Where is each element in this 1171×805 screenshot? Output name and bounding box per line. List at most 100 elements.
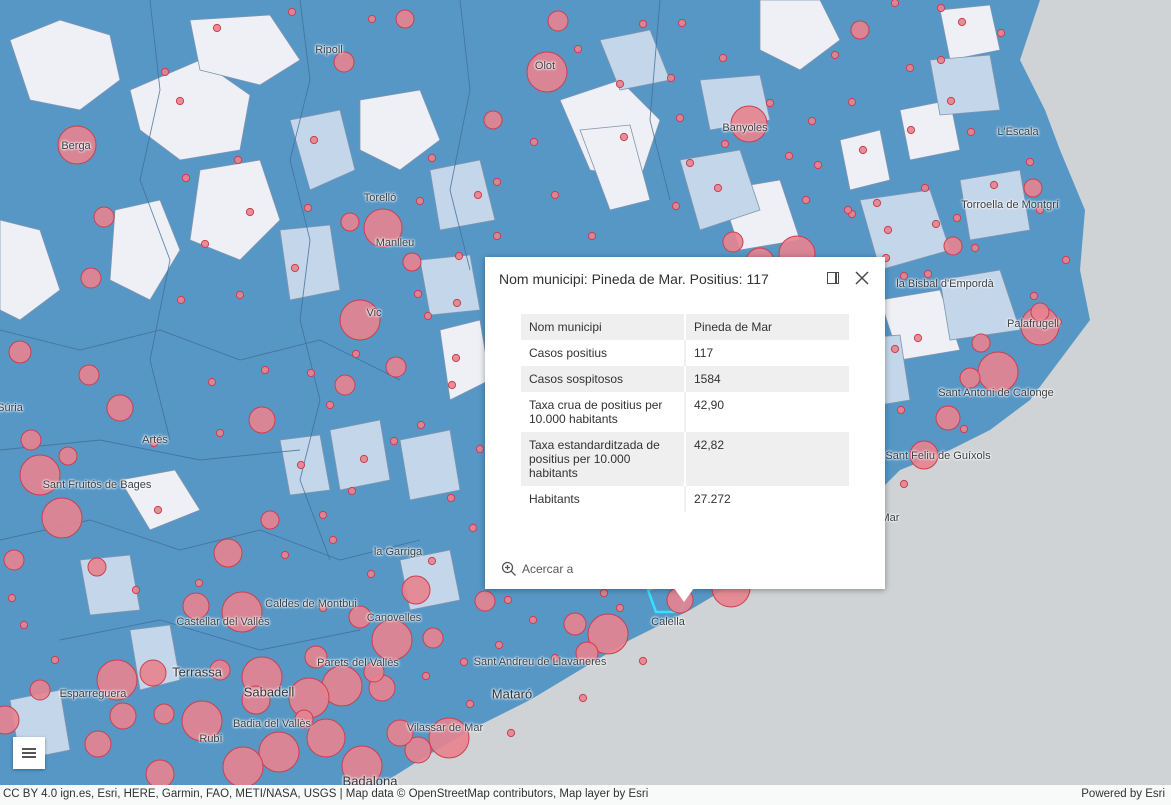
case-bubble[interactable] [386,719,414,747]
case-bubble[interactable] [952,213,962,223]
case-bubble[interactable] [29,679,51,701]
case-bubble[interactable] [843,205,853,215]
case-bubble[interactable] [341,745,383,785]
case-bubble[interactable] [395,9,415,29]
case-bubble[interactable] [221,591,263,633]
case-bubble[interactable] [175,96,185,106]
case-bubble[interactable] [96,659,138,701]
case-bubble[interactable] [328,535,338,545]
case-bubble[interactable] [131,585,141,595]
case-bubble[interactable] [713,183,723,193]
case-bubble[interactable] [245,207,255,217]
case-bubble[interactable] [366,569,376,579]
case-bubble[interactable] [506,728,516,738]
case-bubble[interactable] [465,699,475,709]
case-bubble[interactable] [181,700,223,742]
case-bubble[interactable] [959,424,969,434]
case-bubble[interactable] [959,367,981,389]
case-bubble[interactable] [599,588,609,598]
case-bubble[interactable] [923,269,933,279]
case-bubble[interactable] [200,239,210,249]
case-bubble[interactable] [615,79,625,89]
case-bubble[interactable] [957,17,967,27]
case-bubble[interactable] [402,252,422,272]
case-bubble[interactable] [587,231,597,241]
case-bubble[interactable] [677,18,687,28]
case-bubble[interactable] [807,116,817,126]
case-bubble[interactable] [813,160,823,170]
case-bubble[interactable] [906,125,916,135]
case-bubble[interactable] [215,428,225,438]
case-bubble[interactable] [303,203,313,213]
case-bubble[interactable] [765,98,775,108]
case-bubble[interactable] [899,271,909,281]
case-bubble[interactable] [946,96,956,106]
case-bubble[interactable] [575,641,599,665]
case-bubble[interactable] [830,50,840,60]
case-bubble[interactable] [573,44,583,54]
case-bubble[interactable] [421,671,431,681]
case-bubble[interactable] [348,605,372,629]
case-bubble[interactable] [260,510,280,530]
case-bubble[interactable] [7,593,17,603]
case-bubble[interactable] [931,219,941,229]
case-bubble[interactable] [0,705,20,735]
case-bubble[interactable] [290,263,300,273]
case-bubble[interactable] [547,10,569,32]
case-bubble[interactable] [638,656,648,666]
case-bubble[interactable] [550,190,560,200]
case-bubble[interactable] [363,208,403,248]
case-bubble[interactable] [339,299,381,341]
case-bubble[interactable] [413,289,423,299]
case-bubble[interactable] [966,127,976,137]
case-bubble[interactable] [528,615,538,625]
case-bubble[interactable] [280,550,290,560]
case-bubble[interactable] [58,446,78,466]
case-bubble[interactable] [899,479,909,489]
case-bubble[interactable] [371,619,413,661]
case-bubble[interactable] [359,454,369,464]
case-bubble[interactable] [109,702,137,730]
case-bubble[interactable] [318,510,328,520]
case-bubble[interactable] [529,137,539,147]
case-bubble[interactable] [385,356,407,378]
case-bubble[interactable] [858,145,868,155]
case-bubble[interactable] [872,198,882,208]
case-bubble[interactable] [483,110,503,130]
case-bubble[interactable] [235,290,245,300]
zoom-to-link[interactable]: Acercar a [501,561,573,577]
case-bubble[interactable] [935,405,961,431]
case-bubble[interactable] [325,400,335,410]
case-bubble[interactable] [503,595,513,605]
case-bubble[interactable] [666,73,676,83]
case-bubble[interactable] [93,206,115,228]
case-bubble[interactable] [182,592,210,620]
case-bubble[interactable] [306,718,346,758]
case-bubble[interactable] [977,351,1019,393]
case-bubble[interactable] [427,556,437,566]
case-bubble[interactable] [248,406,276,434]
case-bubble[interactable] [675,113,685,123]
dock-icon[interactable] [823,268,843,288]
case-bubble[interactable] [970,243,980,253]
case-bubble[interactable] [57,125,97,165]
case-bubble[interactable] [19,454,61,496]
case-bubble[interactable] [451,353,461,363]
case-bubble[interactable] [615,603,625,613]
case-bubble[interactable] [718,53,728,63]
case-bubble[interactable] [1029,291,1039,301]
case-bubble[interactable] [363,661,385,683]
case-bubble[interactable] [401,575,431,605]
case-bubble[interactable] [80,267,102,289]
case-bubble[interactable] [181,173,191,183]
case-bubble[interactable] [258,731,300,773]
case-bubble[interactable] [1025,157,1035,167]
case-bubble[interactable] [340,212,360,232]
case-bubble[interactable] [160,67,170,77]
case-bubble[interactable] [1035,205,1045,215]
feature-popup[interactable]: Nom municipi: Pineda de Mar. Positius: 1… [485,257,885,589]
case-bubble[interactable] [550,653,560,663]
case-bubble[interactable] [427,153,437,163]
case-bubble[interactable] [722,231,744,253]
case-bubble[interactable] [153,505,163,515]
